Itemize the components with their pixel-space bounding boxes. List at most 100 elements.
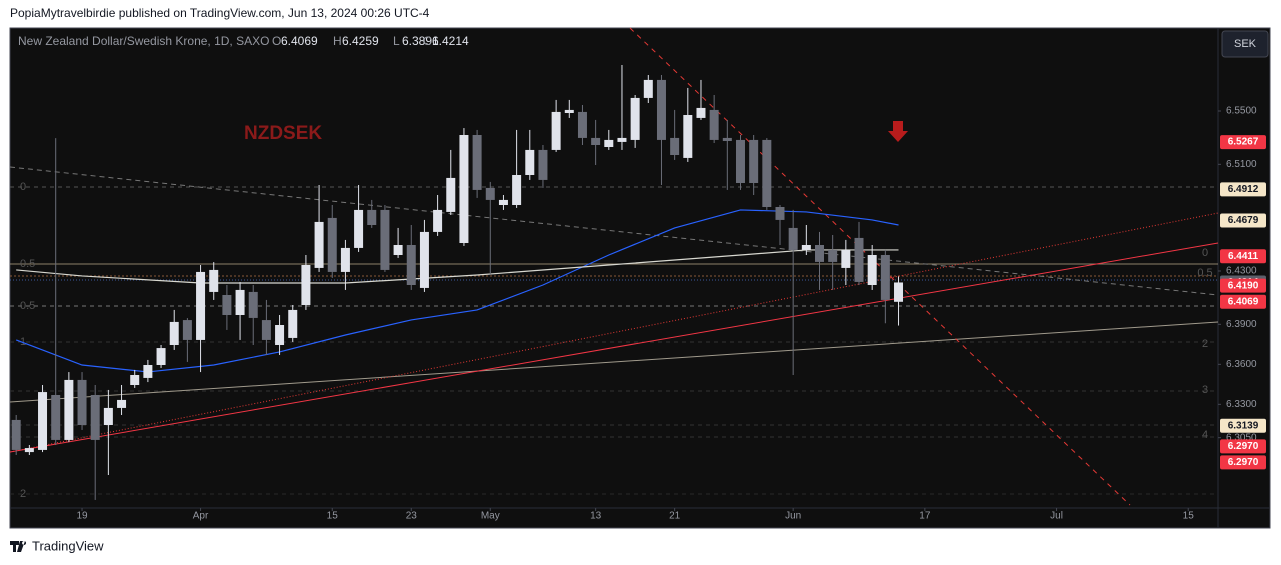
- price-tag-label: 6.4411: [1228, 251, 1258, 262]
- candle-body: [117, 399, 127, 408]
- candle-body: [261, 320, 271, 340]
- price-tag: [1220, 182, 1266, 197]
- y-tick-label: 6.3050: [1226, 432, 1257, 443]
- candle-body: [512, 175, 522, 205]
- candle-body: [630, 97, 640, 140]
- fib-label: 0: [20, 181, 26, 193]
- fib-label: 3: [1202, 384, 1208, 396]
- y-tick-label: 6.5500: [1226, 106, 1257, 117]
- price-tag: [1220, 439, 1266, 454]
- candle-body: [564, 109, 574, 113]
- candle-body: [406, 245, 416, 285]
- candle-body: [209, 269, 219, 292]
- x-tick-label: 17: [919, 511, 931, 522]
- candle-body: [446, 177, 456, 212]
- legend-ohlc-value: 6.4259: [342, 34, 379, 48]
- candle-body: [551, 111, 561, 150]
- candle-body: [577, 111, 587, 138]
- y-tick-label: 6.3900: [1226, 319, 1257, 330]
- candle-body: [841, 249, 851, 268]
- price-tag-label: 6.4190: [1228, 280, 1259, 291]
- candle-body: [327, 217, 337, 272]
- candle-body: [130, 375, 140, 385]
- price-tag-label: 6.4912: [1228, 184, 1259, 195]
- price-tag: [1220, 294, 1266, 309]
- x-tick-label: 23: [406, 511, 418, 522]
- candle-body: [538, 149, 548, 180]
- price-tag-label: 6.4679: [1228, 215, 1259, 226]
- y-tick-label: 6.3300: [1226, 399, 1257, 410]
- fib-label: 1: [20, 336, 26, 348]
- candle-body: [77, 379, 87, 425]
- price-tag: [1220, 135, 1266, 150]
- candle-body: [196, 271, 206, 340]
- legend-ohlc-letter: L: [393, 34, 400, 48]
- currency-label[interactable]: SEK: [1234, 38, 1257, 50]
- down-arrow-icon: [888, 121, 908, 142]
- candle-body: [433, 209, 443, 232]
- candle-body: [248, 291, 258, 318]
- candle-body: [525, 149, 535, 175]
- candle-body: [709, 109, 719, 140]
- price-tag-label: 6.5267: [1228, 137, 1259, 148]
- tv-logo: [10, 541, 27, 552]
- candle-body: [90, 395, 100, 440]
- price-tag: [1220, 213, 1266, 228]
- candle-body: [815, 245, 825, 262]
- candle-body: [156, 348, 166, 365]
- fib-label: 4: [1202, 429, 1208, 441]
- fib-label: 0.5: [20, 300, 35, 312]
- candle-body: [894, 282, 904, 302]
- candle-body: [24, 448, 34, 453]
- price-tag-label: 6.2970: [1228, 457, 1259, 468]
- legend-ohlc-letter: H: [333, 34, 342, 48]
- candle-body: [51, 395, 61, 440]
- candle-body: [235, 289, 245, 315]
- price-tag-label: 6.3139: [1228, 420, 1259, 431]
- symbol-annotation: NZDSEK: [244, 123, 322, 144]
- legend-ohlc-letter: C: [423, 34, 432, 48]
- currency-button[interactable]: [1221, 30, 1269, 58]
- publish-header: PopiaMytravelbirdie published on Trading…: [10, 6, 430, 20]
- price-tag: [1220, 418, 1266, 433]
- candle-body: [103, 407, 113, 425]
- trend-line: [9, 321, 1219, 403]
- y-tick-label: 6.3600: [1226, 359, 1257, 370]
- candle-body: [288, 309, 298, 338]
- legend-ohlc-value: 6.4069: [281, 34, 318, 48]
- candle-body: [801, 245, 811, 250]
- x-tick-label: Jun: [785, 511, 801, 522]
- candle-body: [11, 419, 21, 450]
- candle-body: [656, 79, 666, 140]
- price-tag: [1220, 249, 1266, 264]
- x-tick-label: Jul: [1050, 511, 1063, 522]
- candle-body: [867, 255, 877, 285]
- fib-label: 2: [1202, 338, 1208, 350]
- legend-ohlc-value: 6.4214: [432, 34, 469, 48]
- moving-average: [16, 249, 899, 284]
- trend-line: [9, 242, 1219, 453]
- legend-ohlc-value: 6.3891: [402, 34, 439, 48]
- candle-body: [301, 265, 311, 305]
- candle-body: [591, 137, 601, 145]
- candle-body: [696, 107, 706, 118]
- candle-body: [735, 139, 745, 183]
- candle-body: [182, 320, 192, 340]
- trend-line: [9, 166, 1219, 296]
- candle-body: [670, 137, 680, 155]
- candle-body: [380, 209, 390, 270]
- candle-body: [275, 325, 285, 345]
- fib-label: 0.5: [1197, 267, 1212, 279]
- candle-body: [854, 237, 864, 282]
- price-tag-label: 6.4069: [1228, 296, 1259, 307]
- y-tick-label: 6.4300: [1226, 266, 1257, 277]
- fib-label: 0.5: [20, 258, 35, 270]
- candle-body: [722, 137, 732, 141]
- candle-body: [643, 79, 653, 98]
- candle-body: [354, 209, 364, 248]
- candle-body: [222, 295, 232, 315]
- trend-line: [9, 212, 1219, 453]
- candle-body: [472, 135, 482, 190]
- candle-body: [880, 255, 890, 300]
